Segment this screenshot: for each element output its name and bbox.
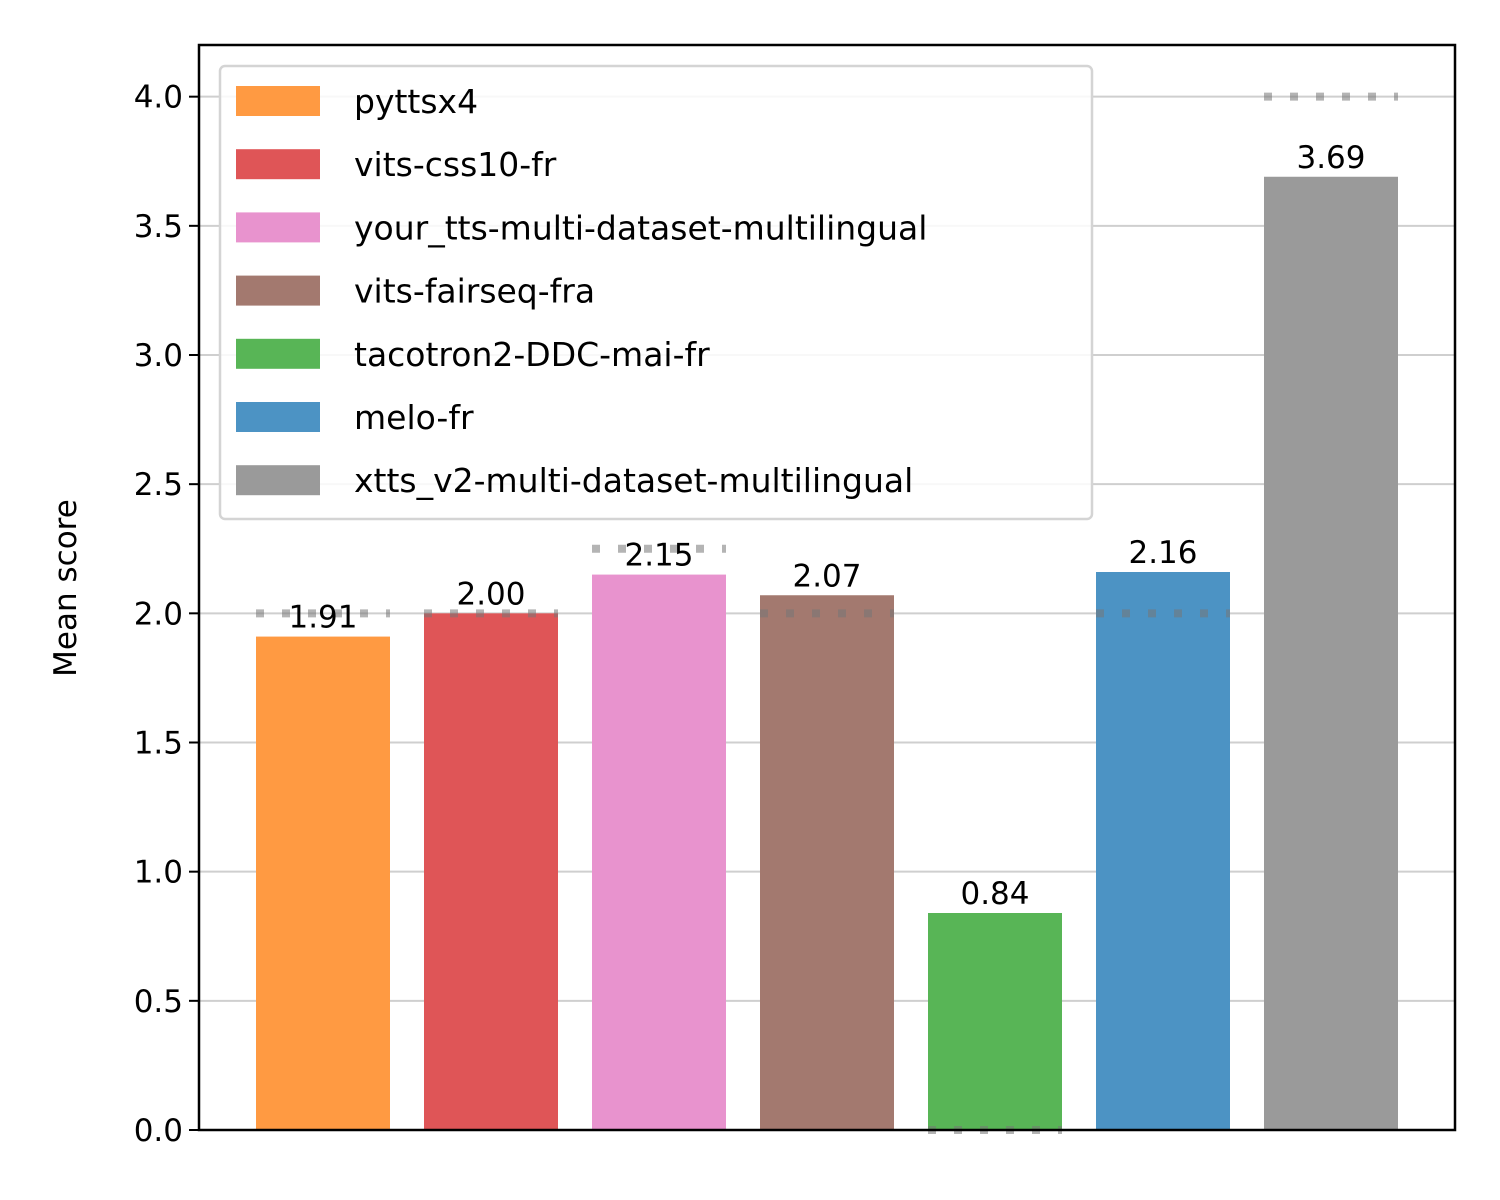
legend-swatch [236, 338, 320, 369]
bar-melo-fr [1096, 572, 1230, 1130]
y-tick-label: 1.5 [134, 726, 183, 762]
data-labels: 1.91 2.00 2.15 2.07 0.84 2.16 3.69 [288, 140, 1365, 912]
bar-vits-css10-fr [424, 613, 558, 1130]
y-tick-label: 2.5 [134, 467, 183, 503]
y-tick-label: 4.0 [134, 80, 183, 116]
data-label: 1.91 [288, 600, 357, 636]
legend-box [218, 64, 1094, 521]
legend-swatch [236, 86, 320, 116]
legend-entry: vits-css10-fr [354, 145, 557, 184]
legend-swatch [236, 275, 320, 306]
data-label: 0.84 [960, 876, 1029, 912]
data-label: 2.15 [624, 538, 693, 574]
legend-entry: your_tts-multi-dataset-multilingual [354, 208, 927, 247]
legend-entry: melo-fr [354, 398, 474, 437]
y-axis-label: Mean score [48, 499, 84, 677]
y-axis: 0.0 0.5 1.0 1.5 2.0 2.5 3.0 3.5 4.0 [134, 80, 199, 1149]
legend-swatch [236, 212, 320, 243]
data-label: 2.00 [456, 576, 525, 612]
y-tick-label: 2.0 [134, 596, 183, 632]
plot-frame [197, 43, 1457, 1132]
legend-entry: xtts_v2-multi-dataset-multilingual [354, 461, 913, 500]
legend-entry: pyttsx4 [354, 82, 478, 121]
legend-swatch [236, 149, 320, 180]
legend-entry: vits-fairseq-fra [354, 272, 595, 311]
bar-pyttsx4 [256, 636, 390, 1130]
y-tick-label: 0.5 [134, 984, 183, 1020]
legend-swatch [236, 465, 320, 496]
y-tick-label: 0.0 [134, 1113, 183, 1149]
bar-your_tts-multi-dataset-multilingual [592, 574, 726, 1130]
bars [256, 176, 1398, 1130]
legend-entry: tacotron2-DDC-mai-fr [354, 335, 710, 374]
data-label: 2.16 [1128, 535, 1197, 571]
legend-swatch [236, 402, 320, 432]
bar-tacotron2-DDC-mai-fr [928, 913, 1062, 1130]
y-tick-label: 3.5 [134, 209, 183, 245]
bar-vits-fairseq-fra [760, 595, 894, 1130]
data-label: 2.07 [792, 558, 861, 594]
y-tick-label: 1.0 [134, 855, 183, 891]
y-tick-label: 3.0 [134, 338, 183, 374]
legend: pyttsx4 vits-css10-fr your_tts-multi-datas… [218, 64, 1094, 521]
bar-xtts_v2-multi-dataset-multilingual [1264, 176, 1398, 1130]
data-label: 3.69 [1296, 140, 1365, 176]
